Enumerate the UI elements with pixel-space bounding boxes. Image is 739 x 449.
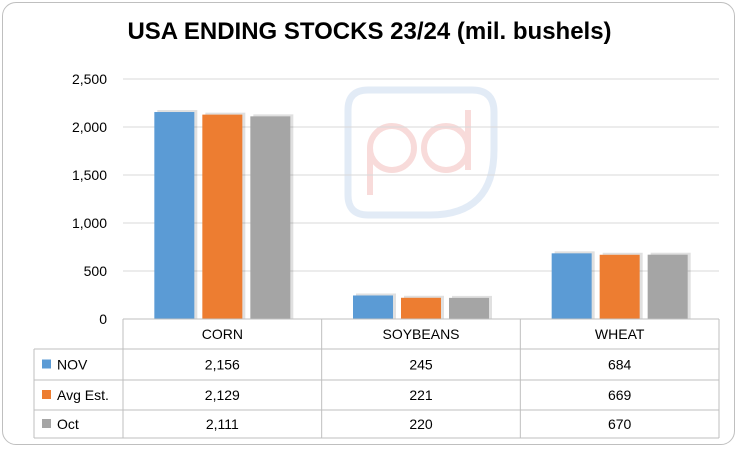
data-label-avg-est-soybeans: 221 bbox=[409, 387, 433, 403]
bar-oct-corn bbox=[250, 116, 291, 320]
data-table: CORN SOYBEANS WHEAT NOV 2,156 245 684 Avg Est. 2… bbox=[33, 318, 720, 439]
bar-oct-soybeans bbox=[449, 297, 489, 319]
legend-label-oct: Oct bbox=[57, 416, 79, 432]
legend-label-avg-est: Avg Est. bbox=[57, 387, 109, 403]
y-tick-label: 1,500 bbox=[72, 167, 107, 183]
legend-key-avg-est bbox=[42, 390, 51, 399]
legend-label-nov: NOV bbox=[57, 357, 88, 373]
data-label-avg-est-wheat: 669 bbox=[608, 387, 632, 403]
y-axis-ticks: 0 500 1,000 1,500 2,000 2,500 bbox=[72, 71, 107, 327]
category-label-soybeans: SOYBEANS bbox=[382, 326, 459, 342]
bars-layer bbox=[154, 110, 691, 320]
data-label-oct-wheat: 670 bbox=[608, 416, 632, 432]
data-label-oct-corn: 2,111 bbox=[206, 416, 239, 432]
bar-avg-est-soybeans bbox=[401, 297, 441, 319]
data-label-nov-soybeans: 245 bbox=[409, 357, 433, 373]
y-tick-label: 500 bbox=[84, 263, 108, 279]
y-tick-label: 0 bbox=[99, 311, 107, 327]
data-label-avg-est-corn: 2,129 bbox=[205, 387, 240, 403]
y-tick-label: 1,000 bbox=[72, 215, 107, 231]
y-tick-label: 2,500 bbox=[72, 71, 107, 87]
bar-nov-soybeans bbox=[353, 295, 393, 319]
y-tick-label: 2,000 bbox=[72, 119, 107, 135]
bar-oct-wheat bbox=[647, 254, 688, 319]
bar-nov-wheat bbox=[551, 253, 592, 319]
chart-title: USA ENDING STOCKS 23/24 (mil. bushels) bbox=[127, 18, 612, 45]
watermark-logo bbox=[344, 86, 498, 219]
data-label-oct-soybeans: 220 bbox=[409, 416, 433, 432]
bar-nov-corn bbox=[154, 112, 195, 319]
legend-key-nov bbox=[42, 359, 51, 369]
category-label-corn: CORN bbox=[202, 326, 243, 342]
data-label-nov-wheat: 684 bbox=[608, 357, 632, 373]
category-label-wheat: WHEAT bbox=[595, 326, 645, 342]
data-label-nov-corn: 2,156 bbox=[205, 357, 240, 373]
legend-key-oct bbox=[42, 419, 51, 428]
bar-avg-est-wheat bbox=[599, 254, 640, 319]
bar-avg-est-corn bbox=[202, 114, 243, 319]
